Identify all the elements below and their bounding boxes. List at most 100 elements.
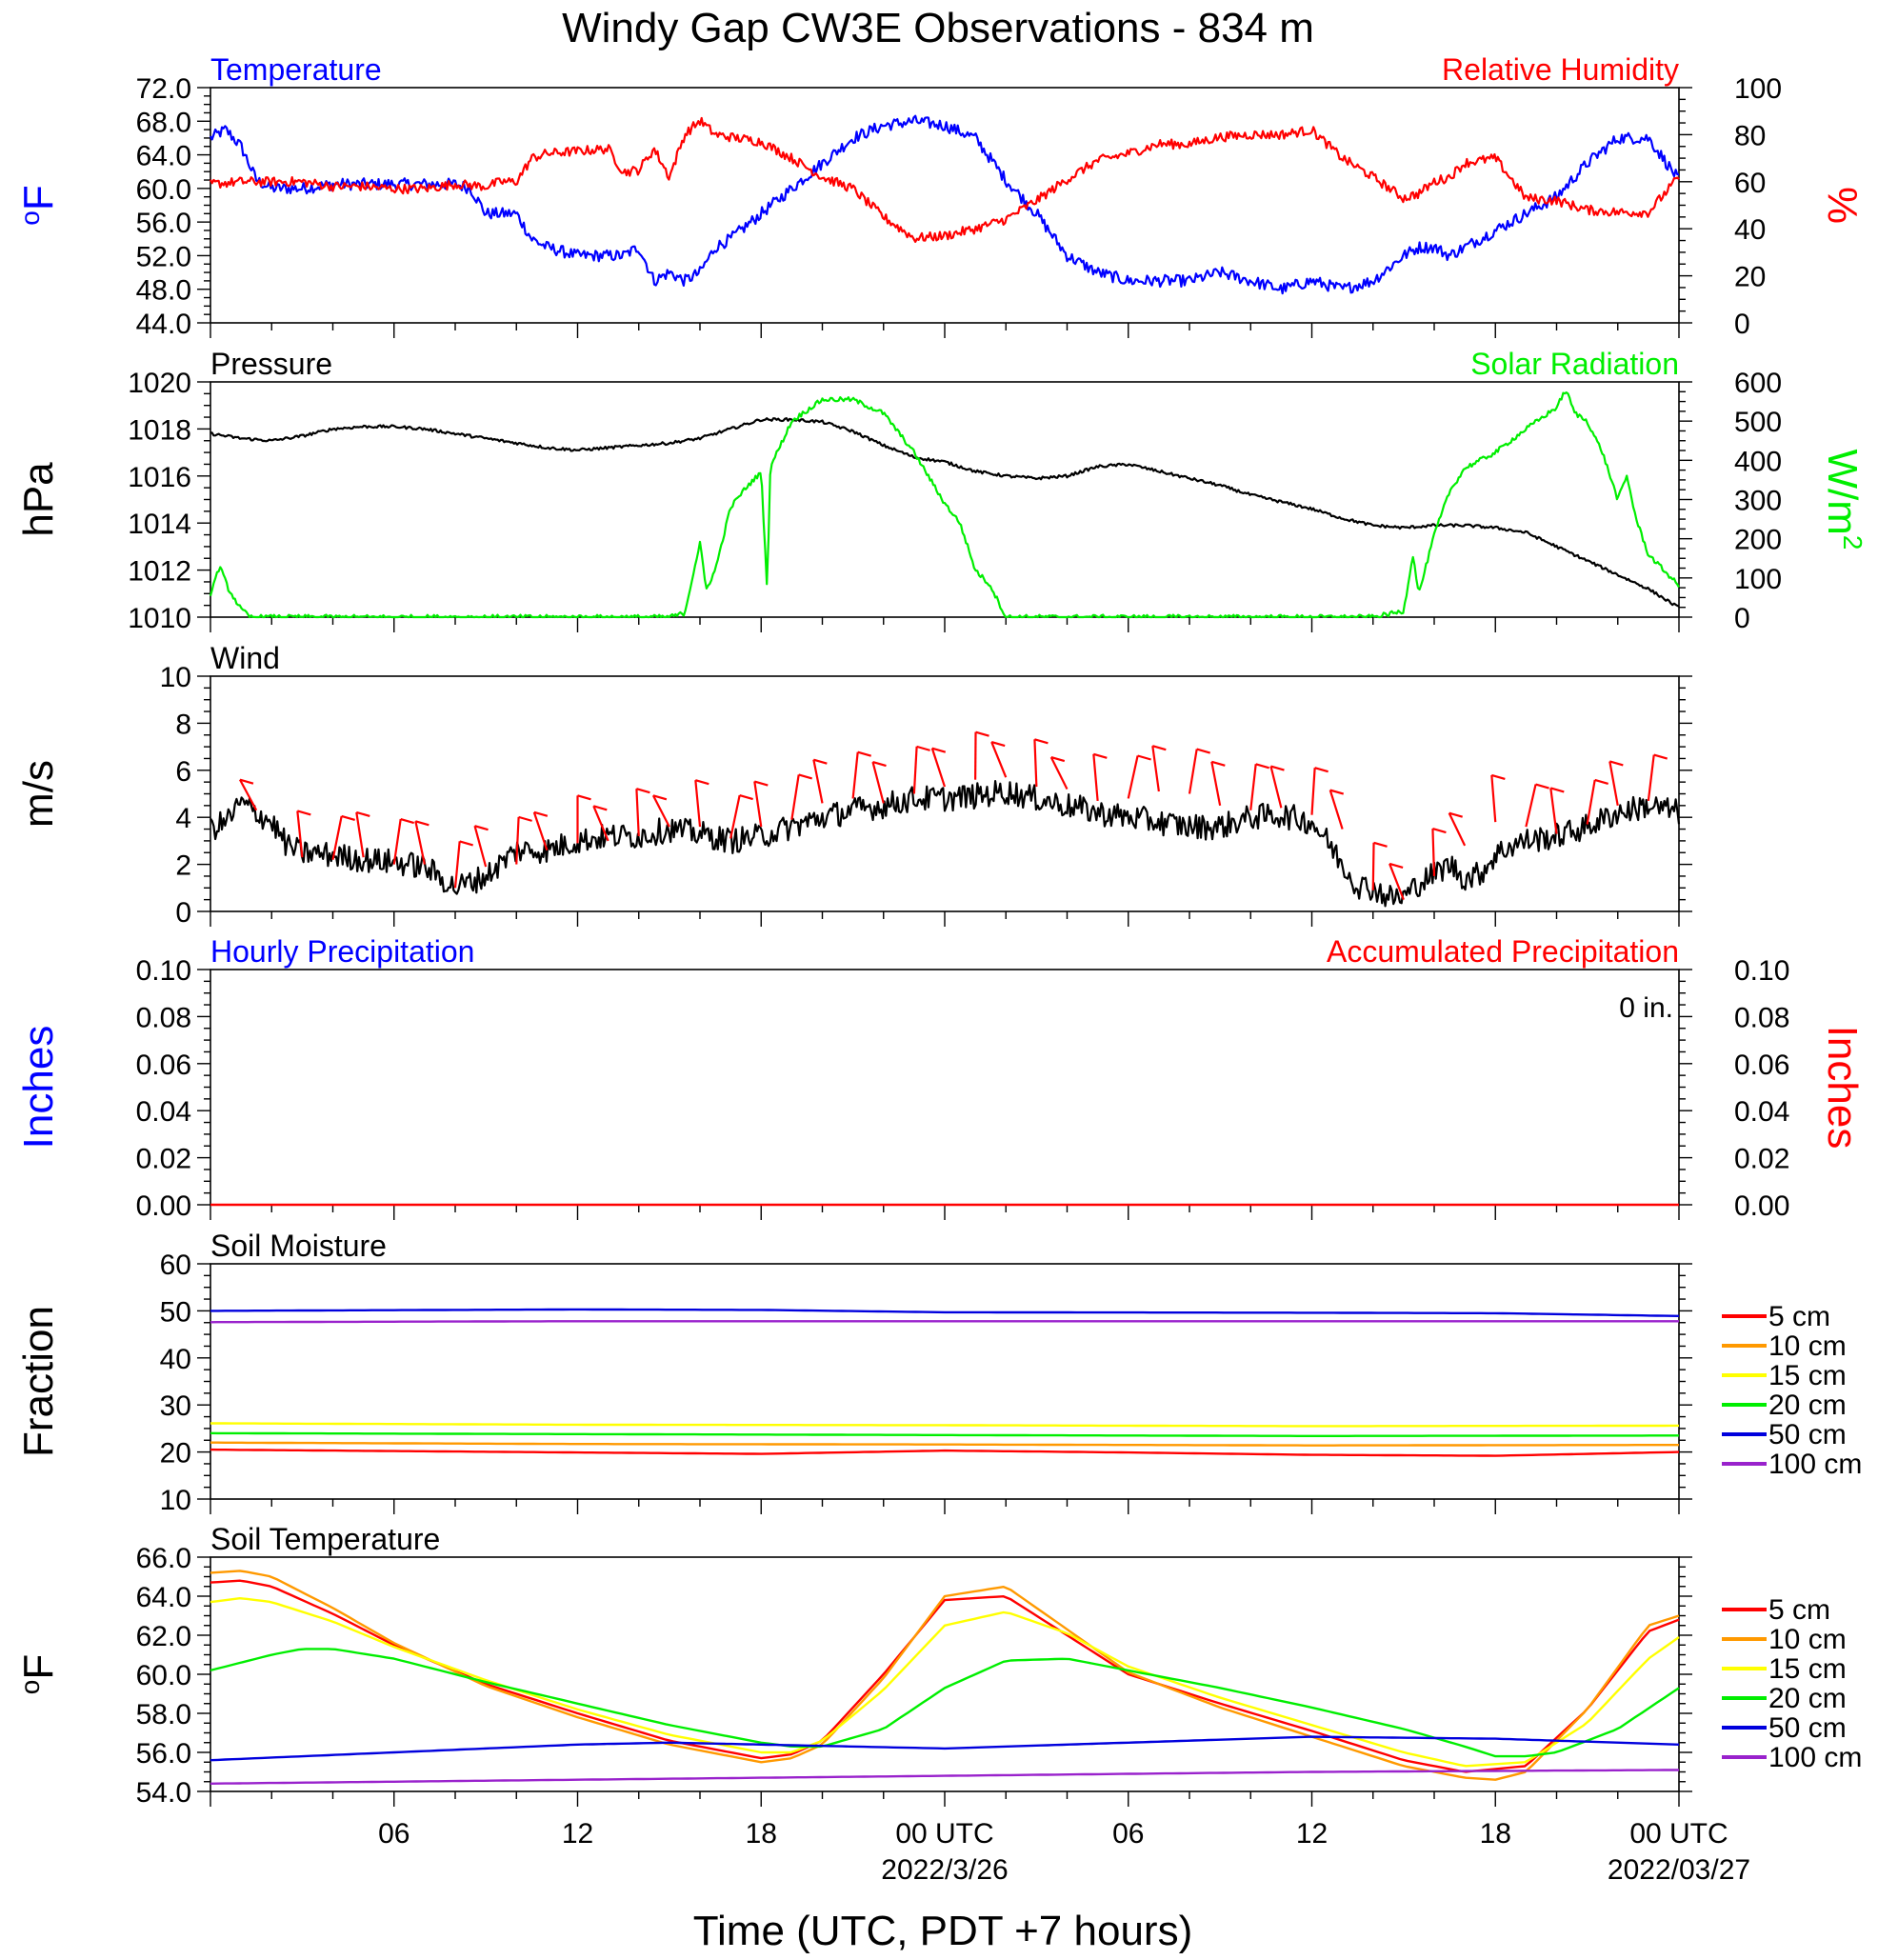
wind-barb-flag xyxy=(1329,789,1345,795)
y-tick-label-left: 62.0 xyxy=(136,1621,191,1652)
wind-barb xyxy=(1586,779,1596,825)
series-line-100-cm xyxy=(210,1769,1679,1785)
wind-barb-flag xyxy=(592,805,608,811)
wind-barb xyxy=(1647,754,1655,802)
wind-barb xyxy=(355,811,365,858)
wind-barb xyxy=(1490,774,1497,823)
wind-barb-flag xyxy=(239,778,254,785)
wind-barb xyxy=(1033,739,1038,788)
y-tick-label-left: 8 xyxy=(175,709,191,740)
wind-barb xyxy=(1431,829,1436,876)
panel-right-title: Accumulated Precipitation xyxy=(1327,934,1679,969)
series-line-20-cm xyxy=(210,1431,1679,1437)
y-tick-label-left: 72.0 xyxy=(136,73,191,105)
panel-soil-moisture: 10 20 30 40 50 60 Soil Moisture Fraction 5 cm10 … xyxy=(15,1229,1862,1516)
x-tick-label: 06 xyxy=(378,1818,410,1850)
wind-barb-flag xyxy=(695,779,709,786)
y-axis-title-left: Inches xyxy=(15,1026,62,1150)
precip-total-annotation: 0 in. xyxy=(1619,992,1673,1024)
x-tick-label: 06 xyxy=(1112,1818,1144,1850)
y-tick-label-right: 600 xyxy=(1734,368,1782,399)
y-tick-label-right: 200 xyxy=(1734,525,1782,556)
wind-barb xyxy=(1549,788,1558,834)
series-line-5-cm xyxy=(210,1448,1680,1457)
wind-barb-flag xyxy=(355,810,370,817)
wind-barb-flag xyxy=(1314,767,1329,773)
legend-label: 5 cm xyxy=(1768,1301,1830,1332)
y-tick-label-left: 2 xyxy=(175,850,191,882)
panel-left-title: Hourly Precipitation xyxy=(210,934,474,969)
y-tick-label-left: 56.0 xyxy=(136,1738,191,1770)
wind-barb-flag xyxy=(857,750,871,757)
panel-frame xyxy=(210,969,1680,1206)
degree-sup: o xyxy=(15,210,45,226)
wind-barb-flag xyxy=(1653,753,1668,760)
panel-temp-rh: 44.048.052.056.060.064.068.072.0 0 20 40 60 8… xyxy=(15,52,1866,340)
y-tick-label-left: 4 xyxy=(175,803,191,834)
y-tick-label-left: 0 xyxy=(175,897,191,929)
y-axis-title-left: oF xyxy=(15,1654,62,1694)
wind-barb xyxy=(1310,768,1316,815)
y-tick-label-left: 1010 xyxy=(128,603,191,634)
y-axis-title-right: Inches xyxy=(1819,1026,1866,1150)
y-tick-label-right: 0.02 xyxy=(1734,1144,1789,1175)
panel-frame xyxy=(210,87,1680,324)
wind-barb-flag xyxy=(652,794,668,801)
wind-barb xyxy=(453,841,461,889)
y-tick-label-right: 0.06 xyxy=(1734,1050,1789,1081)
wind-barb-flag xyxy=(1151,745,1167,751)
wind-barb-flag xyxy=(1093,752,1108,759)
x-axis: 06 12 18 00 UTC 2022/3/26 06 12 18 00 UTC 2022/03… xyxy=(378,1818,1750,1886)
wind-barb xyxy=(1151,746,1160,792)
y-tick-label-right: 500 xyxy=(1734,407,1782,438)
wind-barb-flag xyxy=(1594,778,1608,785)
wind-barb-flag xyxy=(415,820,430,827)
y-tick-label-right: 60 xyxy=(1734,168,1766,199)
series-line-pressure-solar-0 xyxy=(210,417,1680,608)
y-tick-label-right: 0.10 xyxy=(1734,955,1789,987)
wind-barb-flag xyxy=(459,840,473,847)
wind-barb-flag xyxy=(1270,765,1285,771)
wind-barb xyxy=(694,780,702,828)
series-line-pressure-solar-1 xyxy=(209,391,1680,619)
y-axis-title-left: m/s xyxy=(15,760,62,828)
unit-text: W/m xyxy=(1819,450,1866,535)
unit-text: F xyxy=(15,1654,62,1680)
wind-barb xyxy=(238,779,258,811)
y-axis-title-left: hPa xyxy=(15,462,62,537)
y-tick-label-left: 30 xyxy=(160,1390,191,1422)
y-tick-label-right: 20 xyxy=(1734,262,1766,293)
series-line-15-cm xyxy=(210,1597,1680,1768)
legend-label: 50 cm xyxy=(1768,1419,1847,1450)
wind-barb-flag xyxy=(798,773,813,780)
panel-frame xyxy=(210,1556,1680,1792)
y-tick-label-right: 0.08 xyxy=(1734,1002,1789,1033)
legend-label: 50 cm xyxy=(1768,1712,1847,1744)
y-tick-label-left: 50 xyxy=(160,1296,191,1328)
wind-barb-flag xyxy=(400,817,415,825)
wind-barb xyxy=(392,818,402,865)
panel-left-title: Soil Moisture xyxy=(210,1229,387,1263)
y-tick-label-left: 54.0 xyxy=(136,1777,191,1809)
wind-barb xyxy=(930,748,947,788)
wind-barb xyxy=(1092,753,1099,802)
x-date-label: 2022/3/26 xyxy=(881,1854,1008,1886)
panel-frame xyxy=(210,1263,1680,1500)
panel-left-title: Temperature xyxy=(210,52,382,87)
wind-barb xyxy=(1525,784,1537,828)
wind-barb xyxy=(1269,766,1283,809)
x-tick-label: 18 xyxy=(1480,1818,1511,1850)
wind-barb xyxy=(1371,842,1375,890)
legend-label: 15 cm xyxy=(1768,1653,1847,1685)
wind-barb xyxy=(296,810,304,858)
degree-sup: o xyxy=(15,1680,45,1695)
y-tick-label-left: 1012 xyxy=(128,556,191,588)
wind-barb-flag xyxy=(577,794,591,801)
wind-barb xyxy=(651,794,670,828)
wind-barb xyxy=(635,789,640,837)
panel-right-title: Solar Radiation xyxy=(1470,347,1679,381)
series-line-15-cm xyxy=(210,1422,1679,1428)
y-tick-label-left: 0.08 xyxy=(136,1002,191,1033)
y-tick-label-left: 0.02 xyxy=(136,1144,191,1175)
